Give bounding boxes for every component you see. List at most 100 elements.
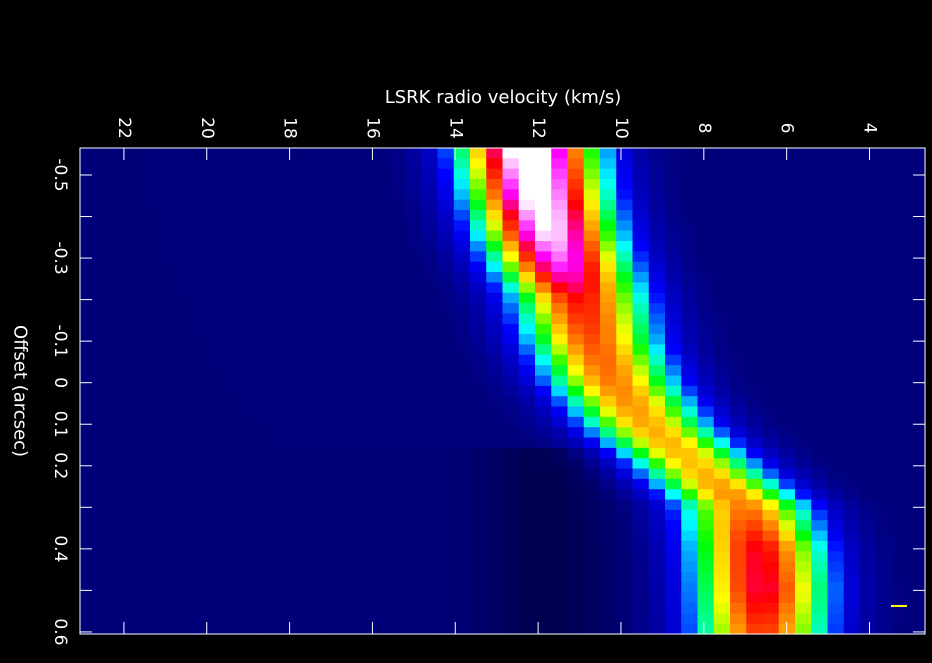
heatmap-cell <box>843 334 861 346</box>
heatmap-cell <box>518 582 536 594</box>
heatmap-cell <box>860 303 877 315</box>
heatmap-cell <box>177 530 195 542</box>
heatmap-cell <box>372 396 390 408</box>
heatmap-cell <box>843 292 861 304</box>
heatmap-cell <box>177 334 195 346</box>
heatmap-cell <box>648 210 666 221</box>
heatmap-cell <box>632 530 650 542</box>
heatmap-cell <box>226 520 244 532</box>
heatmap-cell <box>161 220 179 232</box>
heatmap-cell <box>291 334 309 346</box>
heatmap-cell <box>567 561 585 573</box>
heatmap-cell <box>681 437 699 449</box>
heatmap-cell <box>226 509 244 521</box>
heatmap-cell <box>632 210 650 221</box>
heatmap-cell <box>340 303 357 315</box>
heatmap-cell <box>145 272 162 284</box>
heatmap-cell <box>128 272 146 284</box>
heatmap-cell <box>778 561 796 573</box>
heatmap-cell <box>567 447 585 459</box>
heatmap-cell <box>356 344 374 356</box>
heatmap-cell <box>518 251 536 263</box>
heatmap-cell <box>860 551 877 563</box>
heatmap-cell <box>405 272 422 284</box>
heatmap-cell <box>421 313 439 325</box>
heatmap-cell <box>876 447 894 459</box>
heatmap-cell <box>307 592 325 604</box>
heatmap-cell <box>275 530 292 542</box>
heatmap-cell <box>242 499 260 511</box>
heatmap-cell <box>778 375 796 387</box>
heatmap-cell <box>746 509 764 521</box>
heatmap-cell <box>843 468 861 480</box>
heatmap-cell <box>892 623 910 635</box>
heatmap-cell <box>600 251 617 263</box>
heatmap-cell <box>177 468 195 480</box>
heatmap-cell <box>811 354 829 366</box>
heatmap-cell <box>908 313 926 325</box>
heatmap-cell <box>405 602 422 614</box>
heatmap-cell <box>746 468 764 480</box>
heatmap-cell <box>616 313 634 325</box>
heatmap-cell <box>730 292 747 304</box>
heatmap-cell <box>551 520 569 532</box>
heatmap-cell <box>210 602 227 614</box>
heatmap-cell <box>388 354 406 366</box>
heatmap-cell <box>356 251 374 263</box>
heatmap-cell <box>860 261 877 273</box>
heatmap-cell <box>291 530 309 542</box>
heatmap-cell <box>843 241 861 252</box>
heatmap-cell <box>258 613 276 625</box>
heatmap-cell <box>567 323 585 335</box>
heatmap-cell <box>340 272 357 284</box>
heatmap-cell <box>665 602 682 614</box>
heatmap-cell <box>388 582 406 594</box>
heatmap-cell <box>112 365 130 377</box>
heatmap-cell <box>486 303 504 315</box>
heatmap-cell <box>795 220 812 232</box>
heatmap-cell <box>535 344 552 356</box>
heatmap-cell <box>388 220 406 232</box>
heatmap-cell <box>583 613 601 625</box>
heatmap-cell <box>486 189 504 201</box>
heatmap-cell <box>811 499 829 511</box>
heatmap-cell <box>486 354 504 366</box>
heatmap-cell <box>210 354 227 366</box>
heatmap-cell <box>518 344 536 356</box>
heatmap-cell <box>145 375 162 387</box>
heatmap-cell <box>145 292 162 304</box>
heatmap-cell <box>665 292 682 304</box>
heatmap-cell <box>567 158 585 170</box>
heatmap-cell <box>405 313 422 325</box>
heatmap-cell <box>80 158 97 170</box>
heatmap-cell <box>405 385 422 397</box>
heatmap-cell <box>470 272 487 284</box>
heatmap-cell <box>96 261 114 273</box>
heatmap-cell <box>616 551 634 563</box>
heatmap-cell <box>128 168 146 180</box>
heatmap-cell <box>665 582 682 594</box>
heatmap-cell <box>210 158 227 170</box>
heatmap-cell <box>242 520 260 532</box>
heatmap-cell <box>892 520 910 532</box>
heatmap-cell <box>860 571 877 583</box>
heatmap-cell <box>112 313 130 325</box>
heatmap-cell <box>551 344 569 356</box>
heatmap-cell <box>876 323 894 335</box>
heatmap-cell <box>600 168 617 180</box>
heatmap-cell <box>616 396 634 408</box>
heatmap-cell <box>665 158 682 170</box>
heatmap-cell <box>470 220 487 232</box>
heatmap-cell <box>291 489 309 501</box>
heatmap-cell <box>665 489 682 501</box>
heatmap-cell <box>453 210 471 221</box>
heatmap-cell <box>876 571 894 583</box>
heatmap-cell <box>421 427 439 439</box>
heatmap-cell <box>437 354 455 366</box>
heatmap-cell <box>518 313 536 325</box>
heatmap-cell <box>860 499 877 511</box>
heatmap-cell <box>258 458 276 470</box>
heatmap-cell <box>616 303 634 315</box>
heatmap-cell <box>258 179 276 190</box>
heatmap-cell <box>405 375 422 387</box>
